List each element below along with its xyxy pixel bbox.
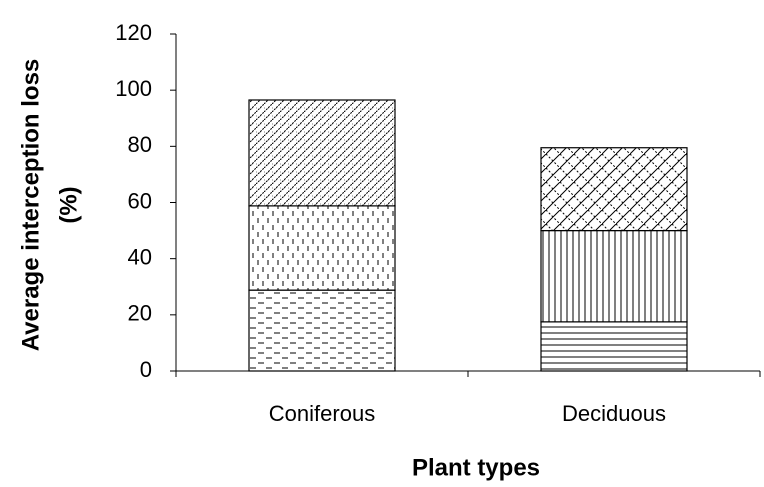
bar-segment	[540, 321, 688, 372]
bar-segment	[248, 99, 396, 207]
y-tick-label: 40	[128, 244, 152, 269]
bar-segment	[540, 229, 688, 323]
y-tick-label: 20	[128, 301, 152, 326]
y-tick-label: 100	[115, 76, 152, 101]
bar-segment	[248, 205, 396, 291]
y-tick-label: 0	[140, 357, 152, 382]
y-tick-label: 120	[115, 20, 152, 45]
y-axis-title: (%)	[55, 186, 82, 223]
bar-segment	[248, 289, 396, 372]
y-tick-label: 80	[128, 132, 152, 157]
y-tick-label: 60	[128, 188, 152, 213]
x-axis-title: Plant types	[412, 454, 540, 481]
y-axis-title: Average interception loss	[17, 59, 44, 352]
bar-segment	[540, 147, 688, 232]
x-tick-label: Deciduous	[562, 401, 666, 426]
x-tick-label: Coniferous	[269, 401, 375, 426]
